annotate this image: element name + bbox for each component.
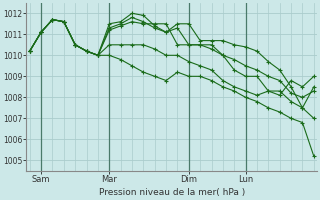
X-axis label: Pression niveau de la mer( hPa ): Pression niveau de la mer( hPa )	[99, 188, 245, 197]
